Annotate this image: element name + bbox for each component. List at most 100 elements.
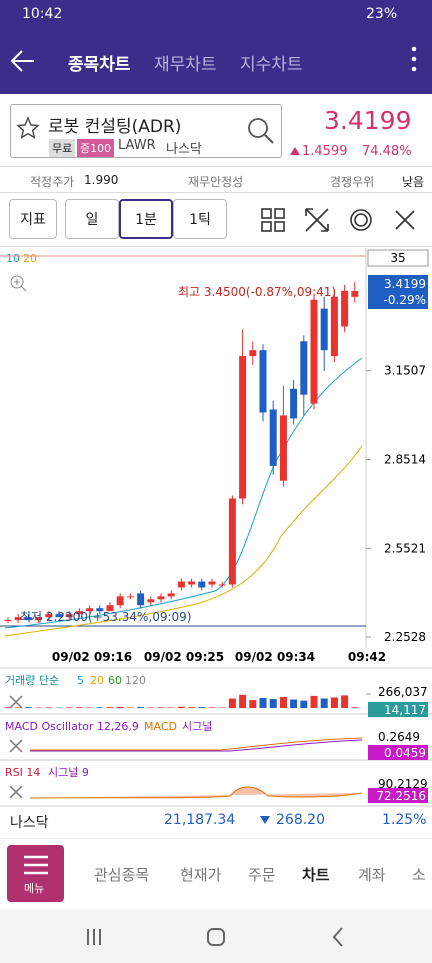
volume-bar (208, 707, 216, 708)
candle-body (14, 617, 22, 621)
candle-body (126, 596, 134, 598)
volume-bar (188, 707, 196, 708)
rsi-label: RSI 14 (5, 766, 40, 779)
y-tick-label: 2.8514 (384, 453, 426, 467)
candle-body (259, 350, 267, 413)
chart: 35 10 20 최고 3.4500(-0.87%,09:41) 최저 2.23… (0, 248, 432, 807)
count: 35 (390, 251, 405, 265)
candle-body (24, 617, 32, 621)
volume-bar (228, 698, 236, 708)
fair-label: 적정주가 (30, 175, 75, 189)
star-icon[interactable] (16, 116, 40, 140)
tool-icons[interactable] (258, 205, 428, 235)
volume-bar (116, 706, 124, 708)
candle-body (157, 596, 165, 600)
volume-bar (167, 707, 175, 708)
volume-bar (157, 707, 165, 708)
rsi-upper: 90.2129 (378, 777, 428, 791)
header-bg (0, 0, 432, 94)
candle-body (35, 617, 43, 621)
ma-legend: 10 (6, 252, 20, 265)
status-time: 10:42 (22, 6, 63, 22)
rsi-signal-label: 시그널 9 (48, 766, 89, 779)
candle-body (320, 308, 328, 351)
search-icon[interactable] (246, 116, 276, 146)
macd-line (30, 737, 363, 751)
back-icon[interactable] (8, 46, 38, 76)
candle-body (310, 299, 318, 404)
ticker: LAWR (118, 138, 156, 153)
volume-bar (269, 699, 277, 708)
volume-bar (300, 700, 308, 708)
candle-body (279, 415, 287, 481)
nav-item[interactable]: 현재가 (180, 866, 222, 884)
candle-body (65, 614, 73, 618)
tab-active[interactable]: 종목차트 (68, 55, 131, 75)
candle-body (188, 581, 196, 585)
period-button[interactable]: 1분 (119, 199, 173, 239)
volume-period: 20 (90, 674, 104, 687)
last-price-box (368, 275, 428, 309)
market-pct: 1.25% (382, 812, 427, 828)
candle-body (208, 581, 216, 585)
macd-signal (30, 739, 363, 752)
nav-item[interactable]: 관심종목 (94, 866, 150, 884)
stock-box (10, 104, 282, 158)
volume-bar (198, 707, 206, 708)
period-button[interactable]: 일 (65, 199, 119, 239)
candle-body (55, 614, 63, 618)
x-tick-label: 09/02 09:25 (144, 650, 224, 664)
candle-body (75, 611, 83, 615)
competitive: 경쟁우위 (330, 175, 375, 189)
volume-bar (24, 707, 32, 708)
candle-body (300, 341, 308, 395)
divider (0, 246, 432, 247)
badge: 무료 (49, 139, 76, 157)
volume-bar (249, 700, 257, 708)
candle-body (177, 581, 185, 588)
down-arrow (260, 816, 270, 824)
volume-bar (320, 698, 328, 708)
volume-bar (341, 695, 349, 708)
price: 3.4199 (324, 106, 412, 135)
more-icon[interactable] (408, 44, 420, 74)
market-change: 268.20 (276, 812, 325, 828)
volume-label: 거래량 단순 (5, 674, 59, 687)
market-name: 나스닥 (10, 815, 49, 831)
stock-name: 로봇 컨설팅(ADR) (48, 117, 182, 137)
ma10-line (4, 357, 363, 629)
candle-body (228, 498, 236, 585)
change-pct: 74.48% (362, 144, 412, 159)
candle-body (45, 614, 53, 618)
tab[interactable]: 재무차트 (154, 55, 217, 75)
tab[interactable]: 지수차트 (240, 55, 303, 75)
change: 1.4599 (302, 144, 348, 159)
candle-body (106, 605, 114, 612)
nav-item[interactable]: 소 (412, 866, 426, 884)
nav-item[interactable]: 계좌 (358, 866, 386, 884)
volume-bar (330, 697, 338, 708)
volume-bar (65, 707, 73, 708)
candle-body (218, 584, 226, 586)
candle-body (239, 356, 247, 499)
indicator-button[interactable]: 지표 (9, 199, 57, 239)
macd-upper: 0.2649 (378, 730, 420, 744)
system-buttons[interactable] (80, 924, 360, 950)
candle-body (249, 350, 257, 357)
candle-body (341, 290, 349, 327)
nav-bar (0, 838, 432, 911)
up-arrow (290, 147, 300, 155)
volume-bar (239, 694, 247, 708)
macd-last-box (368, 745, 428, 760)
close-icons[interactable] (9, 695, 23, 799)
macd-signal-label: 시그널 (182, 720, 212, 733)
nav-item[interactable]: 차트 (302, 866, 330, 884)
period-button[interactable]: 1틱 (173, 199, 227, 239)
rsi-last: 72.2516 (376, 789, 426, 803)
volume-bar (96, 707, 104, 708)
candle-body (96, 608, 104, 612)
nav-item[interactable]: 주문 (248, 866, 276, 884)
volume-bar (106, 707, 114, 708)
rating: 낮음 (402, 175, 425, 189)
zoom-icon[interactable] (10, 275, 27, 292)
